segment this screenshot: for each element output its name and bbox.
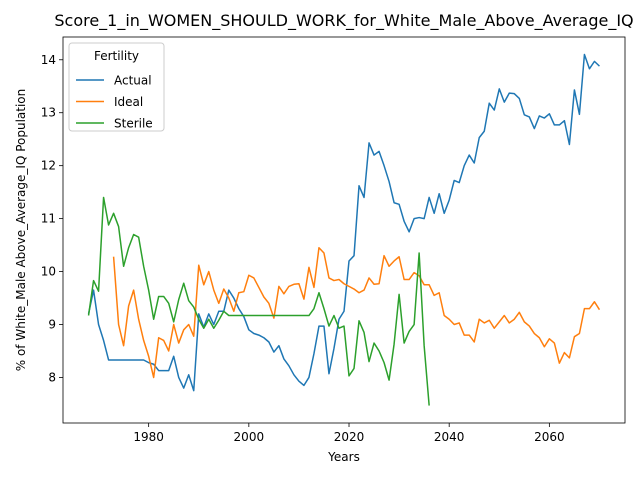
x-tick-label: 1980 xyxy=(133,430,164,444)
series-line xyxy=(87,196,430,406)
x-axis-label: Years xyxy=(327,450,360,464)
legend-label: Actual xyxy=(114,74,152,88)
y-tick-label: 13 xyxy=(41,106,56,120)
series-line xyxy=(112,246,601,379)
x-tick-label: 2060 xyxy=(534,430,565,444)
axes-frame xyxy=(62,36,626,424)
chart-title: Score_1_in_WOMEN_SHOULD_WORK_for_White_M… xyxy=(54,11,633,31)
y-tick-label: 11 xyxy=(41,212,56,226)
legend-label: Ideal xyxy=(114,95,143,109)
x-tick-label: 2040 xyxy=(434,430,465,444)
y-tick-label: 9 xyxy=(48,318,56,332)
y-tick-label: 8 xyxy=(48,370,56,384)
y-tick-label: 14 xyxy=(41,53,56,67)
legend: Fertility Actual Ideal Sterile xyxy=(68,42,165,132)
legend-box xyxy=(68,42,165,132)
series-line xyxy=(87,53,600,392)
y-tick-label: 10 xyxy=(41,265,56,279)
y-tick-label: 12 xyxy=(41,159,56,173)
legend-label: Sterile xyxy=(114,117,153,131)
y-axis-label: % of White_Male Above_Average_IQ Populat… xyxy=(14,89,28,372)
legend-title: Fertility xyxy=(94,49,139,63)
x-tick-label: 2020 xyxy=(334,430,365,444)
x-tick-label: 2000 xyxy=(234,430,265,444)
